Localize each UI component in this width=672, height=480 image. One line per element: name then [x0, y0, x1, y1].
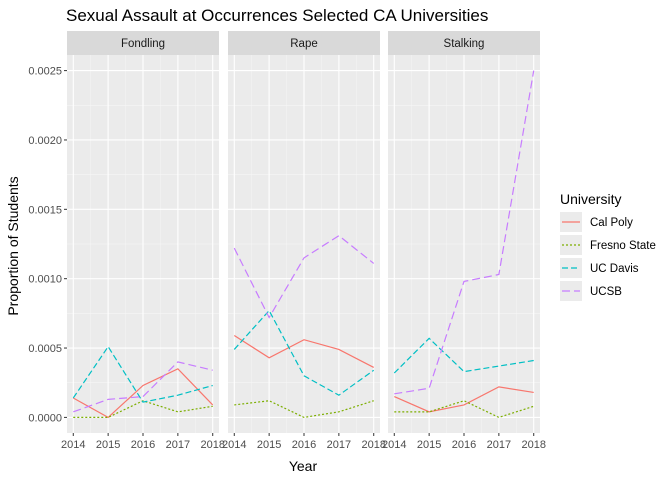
- legend-label: UCSB: [590, 286, 622, 298]
- series-line-cal-poly: [72, 368, 214, 419]
- legend-label: Fresno State: [590, 240, 656, 252]
- legend: University Cal Poly Fresno State UC Davis U…: [560, 191, 656, 301]
- legend-item-fresno-state: Fresno State: [560, 235, 656, 255]
- legend-item-cal-poly: Cal Poly: [560, 212, 633, 232]
- facet-strip-label: Rape: [290, 38, 318, 50]
- legend-key-background: [560, 281, 582, 301]
- x-tick-label: 2017: [166, 439, 190, 451]
- facet-panel-stalking: Stalking 2014 2015 2016 2017 2018: [382, 31, 546, 451]
- series-line-uc-davis: [72, 345, 213, 403]
- legend-title: University: [560, 191, 621, 207]
- series-line-cal-poly: [394, 386, 534, 413]
- x-tick-label: 2017: [327, 439, 351, 451]
- series-line-ucsb: [73, 361, 213, 413]
- x-tick-label: 2014: [222, 439, 246, 451]
- facet-strip: [388, 31, 540, 55]
- facet-panels: Fondling 2014 2015 2016 2017 2018 Rape 2014 2015…: [61, 31, 546, 451]
- y-tick-label: 0.0000: [28, 412, 62, 424]
- x-tick-label: 2016: [131, 439, 155, 451]
- y-axis-title: Proportion of Students: [5, 176, 21, 315]
- y-tick-label: 0.0015: [28, 204, 62, 216]
- y-tick-label: 0.0010: [28, 274, 62, 286]
- legend-label: Cal Poly: [590, 217, 633, 229]
- x-tick-label: 2018: [361, 439, 385, 451]
- legend-label: UC Davis: [590, 263, 639, 275]
- chart-title: Sexual Assault at Occurrences Selected C…: [66, 6, 488, 25]
- x-tick-label: 2014: [382, 439, 406, 451]
- facet-panel-rape: Rape 2014 2015 2016 2017 2018: [222, 31, 386, 451]
- x-tick-label: 2016: [292, 439, 316, 451]
- series-line-uc-davis: [233, 309, 375, 396]
- facet-strip-label: Stalking: [444, 38, 485, 50]
- facet-strip-label: Fondling: [121, 38, 165, 50]
- series-line-fresno-state: [234, 400, 374, 419]
- legend-item-uc-davis: UC Davis: [560, 258, 639, 278]
- y-axis: 0.0000 0.0005 0.0010 0.0015 0.0020 0.0025: [28, 66, 67, 424]
- y-tick-label: 0.0025: [28, 66, 62, 78]
- x-tick-label: 2018: [521, 439, 545, 451]
- series-line-ucsb: [233, 234, 375, 319]
- x-axis-title: Year: [289, 458, 318, 474]
- legend-item-ucsb: UCSB: [560, 281, 622, 301]
- facet-strip: [228, 31, 380, 55]
- x-tick-label: 2016: [452, 439, 476, 451]
- x-tick-label: 2014: [61, 439, 85, 451]
- y-tick-label: 0.0005: [28, 343, 62, 355]
- x-tick-label: 2017: [487, 439, 511, 451]
- x-tick-label: 2015: [96, 439, 120, 451]
- x-tick-label: 2015: [257, 439, 281, 451]
- series-line-ucsb: [394, 70, 535, 395]
- x-tick-label: 2015: [417, 439, 441, 451]
- facet-strip: [67, 31, 219, 55]
- y-tick-label: 0.0020: [28, 135, 62, 147]
- series-line-uc-davis: [393, 337, 534, 374]
- series-line-cal-poly: [233, 335, 374, 368]
- x-tick-label: 2018: [200, 439, 224, 451]
- facet-panel-fondling: Fondling 2014 2015 2016 2017 2018: [61, 31, 225, 451]
- series-line-fresno-state: [73, 400, 213, 418]
